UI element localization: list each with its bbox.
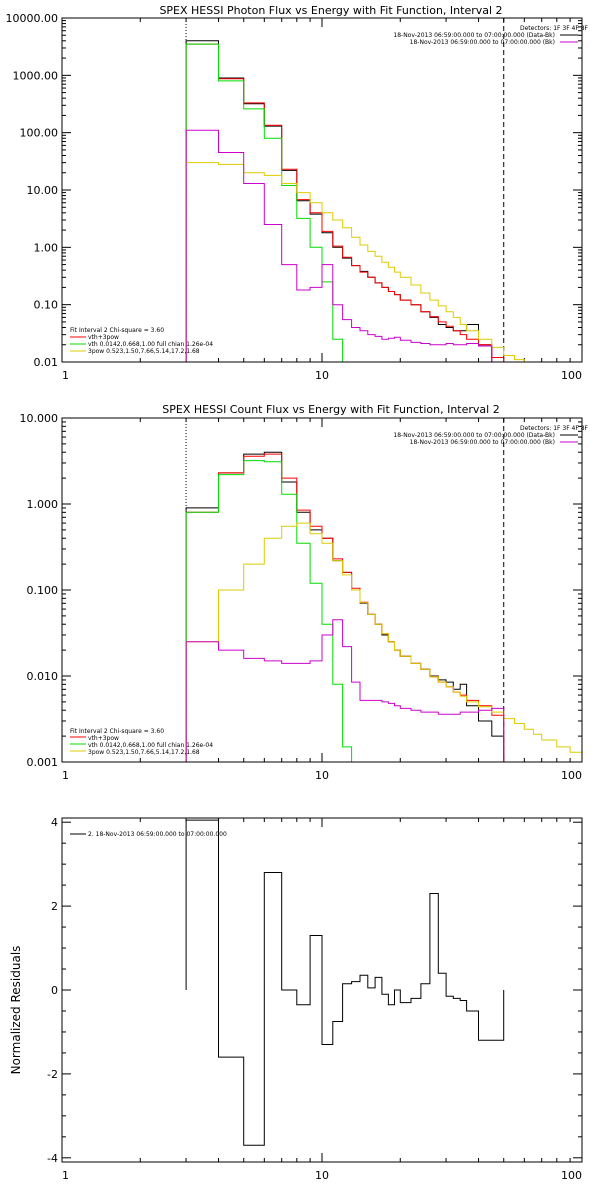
series-4-line <box>185 619 505 762</box>
x-tick-label: 10 <box>315 369 329 382</box>
series-1-line <box>185 453 505 762</box>
axes-frame <box>61 17 583 363</box>
y-tick-label: 0.100 <box>27 584 59 597</box>
legend-bottom: Fit Interval 2 Chi-square = 3.60 vth+3po… <box>70 327 213 355</box>
legend-top: 2. 18-Nov-2013 06:59:00.000 to 07:00:00.… <box>88 831 227 838</box>
series-2-line <box>185 43 353 362</box>
legend-entry-thermal: vth 0.0142,0.668,1.00 full chian 1.26e-0… <box>88 341 213 348</box>
legend-fit-header: Fit Interval 2 Chi-square = 3.60 <box>70 728 164 735</box>
legend-entry-powerlaw: 3pow 0.523,1.50,7.66,5.14,17.2,1.68 <box>88 749 200 756</box>
series-0-line <box>185 819 505 1146</box>
photon-flux-panel: SPEX HESSI Photon Flux vs Energy with Fi… <box>6 4 589 382</box>
legend-top: Detectors: 1F 3F 4F 8F 18-Nov-2013 06:59… <box>393 425 588 446</box>
axes-frame <box>61 817 583 1163</box>
legend-entry-data: 2. 18-Nov-2013 06:59:00.000 to 07:00:00.… <box>88 831 227 838</box>
x-tick-label: 1 <box>62 1169 69 1182</box>
series-4-line <box>185 129 505 362</box>
x-tick-label: 10 <box>315 1169 329 1182</box>
x-tick-label: 100 <box>561 1169 582 1182</box>
chart-title: SPEX HESSI Photon Flux vs Energy with Fi… <box>159 4 502 17</box>
y-tick-label: 10000.00 <box>6 12 59 25</box>
y-axis-label: Normalized Residuals <box>9 946 23 1075</box>
x-tick-label: 1 <box>62 769 69 782</box>
legend-top: Detectors: 1F 3F 4F 8F 18-Nov-2013 06:59… <box>393 25 588 46</box>
residuals-panel: 1 10 100 -4 -2 0 2 4 Normalized Residuals 2. 18… <box>9 816 583 1182</box>
y-tick-label: 100.00 <box>20 127 59 140</box>
legend-header: Detectors: 1F 3F 4F 8F <box>520 425 589 432</box>
series-2-line <box>185 460 361 762</box>
axes-frame <box>61 417 583 763</box>
y-tick-label: 0.01 <box>34 356 59 369</box>
y-tick-label: 2 <box>51 900 58 913</box>
y-tick-label: 10.000 <box>20 412 59 425</box>
y-tick-label: 1.00 <box>34 241 59 254</box>
count-flux-panel: SPEX HESSI Count Flux vs Energy with Fit… <box>20 403 589 782</box>
series-3-line <box>185 162 543 362</box>
y-tick-label: 10.00 <box>27 184 59 197</box>
y-tick-label: 0.010 <box>27 670 59 683</box>
legend-entry-powerlaw: 3pow 0.523,1.50,7.66,5.14,17.2,1.68 <box>88 348 200 355</box>
y-tick-label: 1000.00 <box>13 69 59 82</box>
legend-entry-data: 18-Nov-2013 06:59:00.000 to 07:00:00.000… <box>393 432 555 439</box>
y-tick-label: 0 <box>51 984 58 997</box>
x-tick-label: 100 <box>561 369 582 382</box>
legend-entry-thermal: vth 0.0142,0.668,1.00 full chian 1.26e-0… <box>88 742 213 749</box>
series-0-line <box>185 451 505 762</box>
legend-entry-background: 18-Nov-2013 06:59:00.000 to 07:00:00.000… <box>410 439 555 446</box>
legend-header: Detectors: 1F 3F 4F 8F <box>520 25 589 32</box>
legend-fit-header: Fit Interval 2 Chi-square = 3.60 <box>70 327 164 334</box>
y-tick-label: 1.000 <box>27 498 59 511</box>
legend-bottom: Fit Interval 2 Chi-square = 3.60 vth+3po… <box>70 728 213 756</box>
y-tick-label: 0.10 <box>34 299 59 312</box>
y-tick-label: 0.001 <box>27 756 59 769</box>
legend-entry-total: vth+3pow <box>88 735 119 742</box>
legend-entry-total: vth+3pow <box>88 334 119 341</box>
x-tick-label: 10 <box>315 769 329 782</box>
series-3-line <box>185 522 582 762</box>
legend-entry-data: 18-Nov-2013 06:59:00.000 to 07:00:00.000… <box>393 32 555 39</box>
series-1-line <box>185 43 505 362</box>
y-tick-label: -2 <box>47 1068 58 1081</box>
x-tick-label: 100 <box>561 769 582 782</box>
legend-entry-background: 18-Nov-2013 06:59:00.000 to 07:00:00.000… <box>410 39 555 46</box>
y-tick-label: -4 <box>47 1152 58 1165</box>
y-tick-label: 4 <box>51 816 58 829</box>
series-0-line <box>185 40 505 362</box>
x-tick-label: 1 <box>62 369 69 382</box>
chart-title: SPEX HESSI Count Flux vs Energy with Fit… <box>162 403 499 416</box>
